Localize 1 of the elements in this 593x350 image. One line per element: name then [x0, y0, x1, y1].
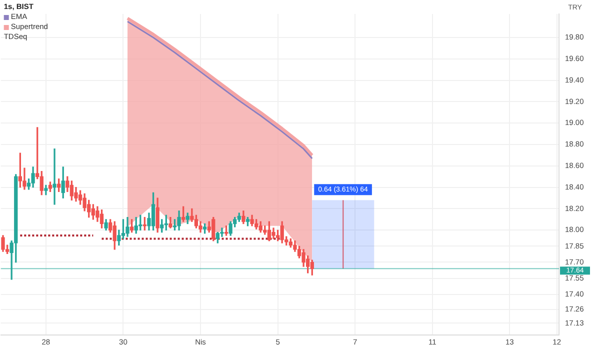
candlestick [52, 148, 56, 205]
